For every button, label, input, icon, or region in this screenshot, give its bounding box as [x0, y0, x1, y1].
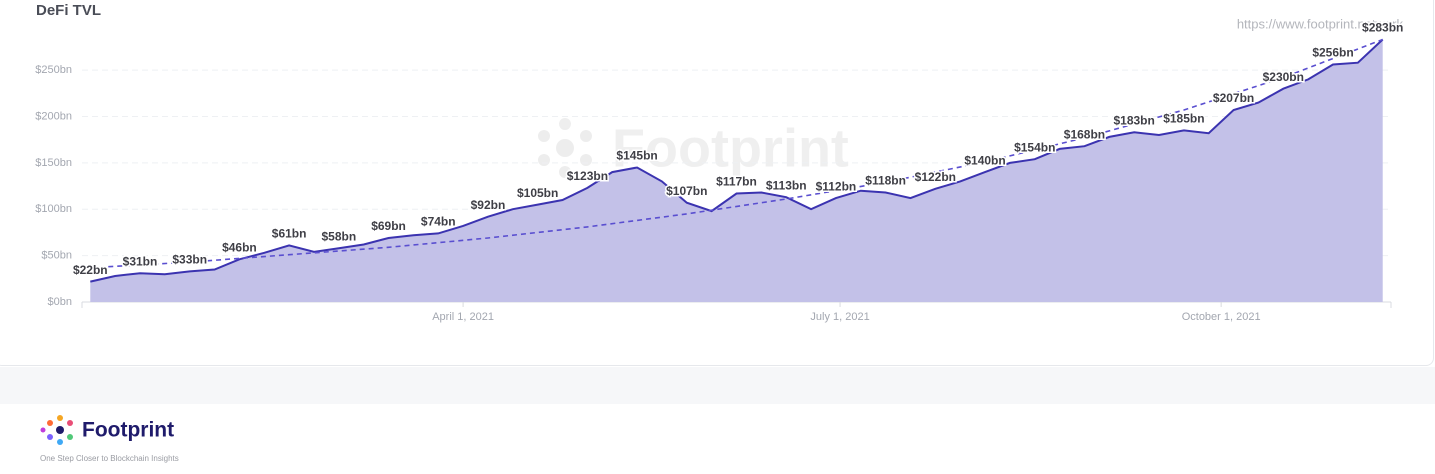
logo-dot — [47, 420, 53, 426]
watermark: Footprint — [612, 118, 849, 178]
y-tick-label: $200bn — [35, 110, 72, 122]
logo-dot — [57, 415, 63, 421]
chart: DeFi TVL https://www.footprint.network F… — [35, 2, 1405, 323]
logo-dot — [56, 426, 64, 434]
value-label: $123bn — [567, 169, 608, 183]
separator-band — [0, 367, 1435, 404]
value-label: $107bn — [666, 184, 707, 198]
watermark-icon — [538, 118, 592, 178]
logo-dot — [47, 434, 53, 440]
value-label: $33bn — [172, 253, 207, 267]
value-label: $58bn — [321, 229, 356, 243]
value-label: $92bn — [471, 198, 506, 212]
logo-dot — [57, 439, 63, 445]
footer: Footprint One Step Closer to Blockchain … — [38, 412, 238, 473]
y-tick-label: $0bn — [48, 296, 72, 308]
value-label: $61bn — [272, 227, 307, 241]
x-tick-label: October 1, 2021 — [1182, 311, 1261, 323]
logo-dot — [67, 434, 73, 440]
value-label: $183bn — [1113, 113, 1154, 127]
brand: Footprint — [82, 419, 174, 442]
value-label: $145bn — [616, 149, 657, 163]
value-label: $168bn — [1064, 127, 1105, 141]
y-tick-label: $50bn — [41, 250, 72, 262]
value-label: $140bn — [964, 153, 1005, 167]
source-url: https://www.footprint.network — [1237, 16, 1404, 31]
logo-dot — [40, 427, 46, 433]
trend-line — [90, 38, 1383, 269]
value-label: $118bn — [865, 174, 906, 188]
line — [90, 38, 1384, 283]
value-label: $185bn — [1163, 112, 1204, 126]
logo-dot — [67, 420, 73, 426]
y-tick-label: $100bn — [35, 203, 72, 215]
y-tick-label: $150bn — [35, 157, 72, 169]
x-tick-label: July 1, 2021 — [810, 311, 869, 323]
value-label: $69bn — [371, 219, 406, 233]
value-label: $230bn — [1263, 70, 1304, 84]
value-label: $256bn — [1312, 46, 1353, 60]
value-label: $113bn — [766, 178, 807, 192]
area — [90, 39, 1383, 302]
x-tick-label: April 1, 2021 — [432, 311, 494, 323]
value-label: $112bn — [816, 179, 857, 193]
value-label: $154bn — [1014, 140, 1055, 154]
value-label: $31bn — [123, 254, 158, 268]
value-label: $283bn — [1362, 21, 1403, 35]
tagline: One Step Closer to Blockchain Insights — [40, 454, 179, 463]
value-label: $122bn — [915, 170, 956, 184]
value-label: $22bn — [73, 263, 108, 277]
chart-title: DeFi TVL — [36, 2, 101, 19]
value-label: $46bn — [222, 241, 257, 255]
y-tick-label: $250bn — [35, 64, 72, 76]
value-label: $74bn — [421, 215, 456, 229]
value-label: $117bn — [716, 175, 757, 189]
value-label: $105bn — [517, 186, 558, 200]
value-label: $207bn — [1213, 91, 1254, 105]
value-labels: $22bn $31bn $33bn $46bn $61bn $58bn $69bn $74bn… — [71, 19, 1404, 278]
footer-logo: Footprint One Step Closer to Blockchain … — [40, 415, 179, 463]
